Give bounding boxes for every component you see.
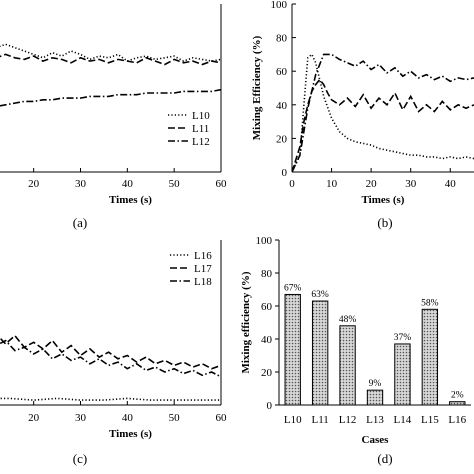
chart3-legend-label: L16	[194, 250, 212, 262]
chart3-legend-label: L17	[194, 263, 212, 275]
chart4-data-label: 48%	[339, 315, 357, 325]
chart2-x-tick-label: 20	[366, 178, 378, 190]
chart4-y-tick-label: 100	[256, 235, 273, 247]
chart4-bar-l16	[449, 401, 466, 406]
chart1-legend-label: L11	[192, 123, 209, 135]
chart4-y-axis-label: Mixing efficiency (%)	[240, 271, 252, 373]
chart2-y-tick-label: 0	[282, 167, 288, 179]
chart3-series-l16	[0, 397, 221, 401]
chart4-x-tick-label: L14	[394, 414, 412, 426]
chart2-y-axis-label: Mixing Efficiency (%)	[251, 35, 263, 140]
chart1-x-axis-label: Times (s)	[109, 194, 152, 206]
chart4-data-label: 67%	[284, 283, 302, 293]
chart3-panel-label: (c)	[73, 451, 87, 466]
chart4-data-label: 37%	[394, 333, 412, 343]
chart2-series-line-2	[292, 78, 474, 172]
chart1-x-tick-label: 30	[75, 178, 87, 190]
chart1-x-tick-label: 60	[216, 178, 228, 190]
chart1-legend-label: L10	[192, 110, 210, 122]
chart2-series-line-1	[292, 53, 474, 172]
chart1-panel-label: (a)	[73, 215, 87, 230]
chart4-bar-l14	[394, 343, 411, 406]
chart2-y-tick-label: 80	[276, 33, 288, 45]
chart1-series-l12	[0, 88, 221, 107]
chart1-x-tick-label: 20	[28, 178, 40, 190]
chart4-x-tick-label: L10	[284, 414, 302, 426]
chart3-x-axis-label: Times (s)	[109, 428, 152, 440]
chart4-x-tick-label: L12	[339, 414, 357, 426]
chart2-y-tick-label: 20	[276, 133, 288, 145]
chart4-bar-l10	[284, 293, 301, 406]
chart3-x-tick-label: 50	[169, 412, 181, 424]
chart4-x-tick-label: L16	[448, 414, 466, 426]
chart2-x-tick-label: 0	[289, 178, 295, 190]
chart4-x-tick-label: L15	[421, 414, 439, 426]
chart2-y-tick-label: 60	[276, 66, 288, 78]
chart3-x-tick-label: 40	[122, 412, 134, 424]
chart3-legend-label: L18	[194, 276, 212, 288]
chart2-x-tick-label: 40	[445, 178, 457, 190]
chart1-legend-label: L12	[192, 136, 210, 148]
chart4-y-tick-label: 60	[261, 301, 273, 313]
chart4-y-tick-label: 20	[261, 367, 273, 379]
chart4-data-label: 58%	[421, 298, 439, 308]
chart2-y-tick-label: 40	[276, 100, 288, 112]
chart1-x-tick-label: 50	[169, 178, 181, 190]
chart2-series-line-3	[292, 53, 474, 172]
chart4-y-tick-label: 40	[261, 334, 273, 346]
chart4-bar-l12	[339, 325, 356, 406]
chart2-x-tick-label: 10	[326, 178, 338, 190]
chart3-series-l17	[0, 334, 221, 370]
chart4-x-axis-label: Cases	[362, 434, 390, 446]
chart4-data-label: 2%	[451, 391, 464, 401]
chart4-x-tick-label: L13	[366, 414, 384, 426]
chart3-x-tick-label: 60	[216, 412, 228, 424]
chart3-x-tick-label: 30	[75, 412, 87, 424]
chart4-y-tick-label: 80	[261, 268, 273, 280]
chart2-y-tick-label: 100	[271, 0, 288, 11]
chart4-y-tick-label: 0	[267, 400, 273, 412]
chart4-panel-label: (d)	[377, 451, 392, 466]
chart4-bar-l11	[311, 300, 329, 406]
chart2-panel-label: (b)	[377, 215, 392, 230]
chart3-x-tick-label: 20	[28, 412, 40, 424]
chart4-bar-l13	[366, 389, 384, 406]
chart2-x-tick-label: 30	[405, 178, 417, 190]
chart1-x-tick-label: 40	[122, 178, 134, 190]
chart4-x-tick-label: L11	[311, 414, 328, 426]
chart3-series-l18	[0, 339, 221, 378]
chart4-data-label: 63%	[311, 290, 329, 300]
chart4-data-label: 9%	[369, 379, 382, 389]
chart1-series-l10	[0, 43, 221, 62]
chart1-series-l11	[0, 53, 221, 66]
chart4-bar-l15	[421, 308, 439, 406]
chart2-x-axis-label: Times (s)	[362, 194, 405, 206]
